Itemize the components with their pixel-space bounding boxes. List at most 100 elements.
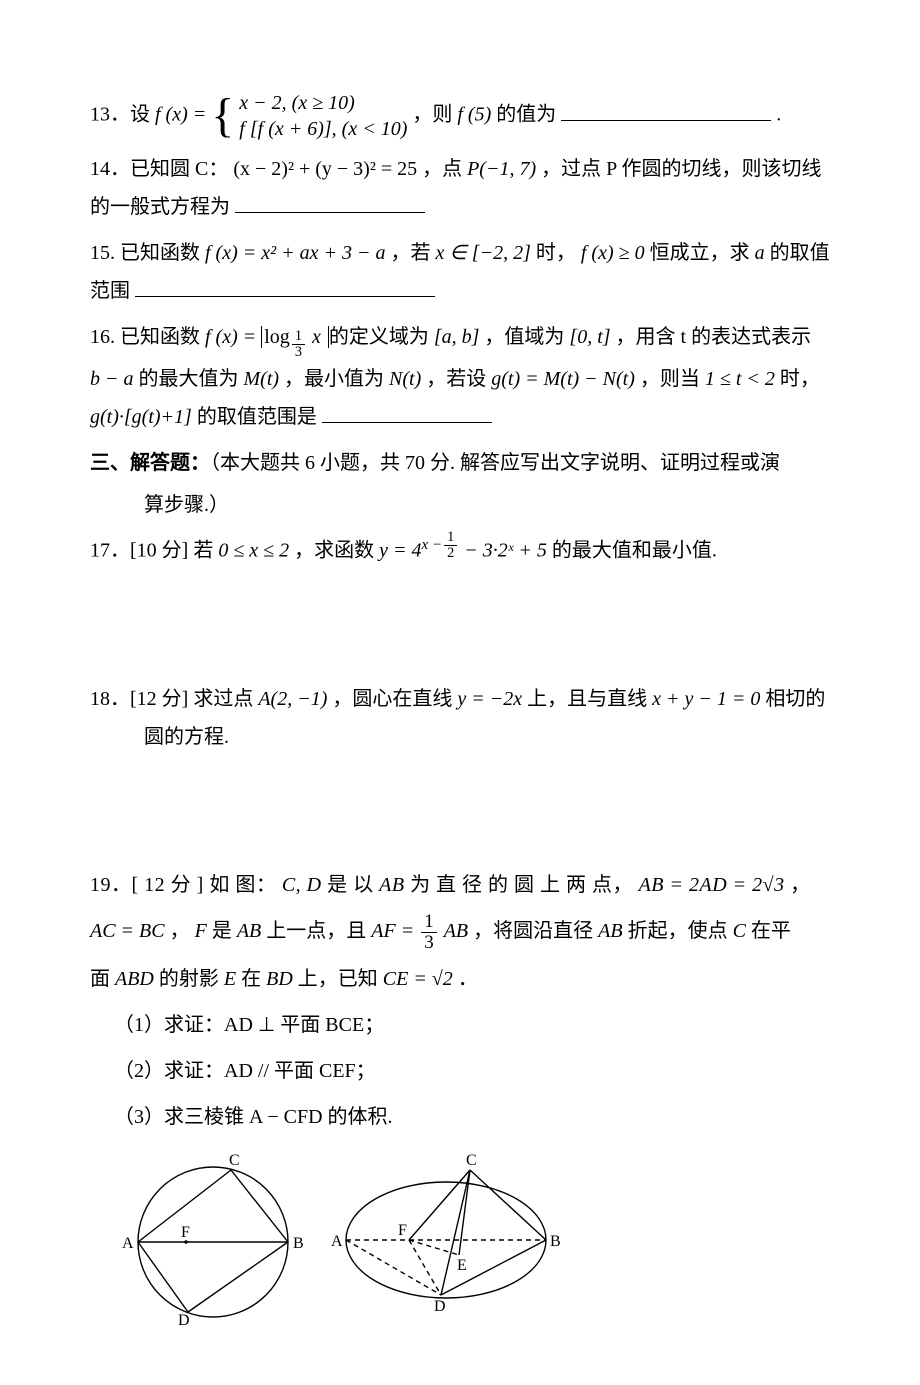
p15-fx: f (x) = x² + ax + 3 − a — [205, 242, 386, 264]
p17-rest: − 3·2ˣ + 5 — [464, 540, 547, 562]
p17-exp-bot: 2 — [444, 546, 457, 561]
p16-Mt: M(t) — [244, 368, 280, 390]
p18-A: A(2, −1) — [258, 688, 327, 710]
p16-dom: [a, b] — [434, 326, 480, 348]
circle-diagram-left: C A B F D — [116, 1150, 311, 1325]
p19-E: E — [224, 968, 236, 990]
p19-q3: （3）求三棱锥 A − CFD 的体积. — [90, 1098, 830, 1136]
p19-BD: BD — [266, 968, 293, 990]
p17-mid: ，求函数 — [294, 540, 379, 562]
p17-exp-top: 1 — [444, 530, 457, 546]
p14-eq: (x − 2)² + (y − 3)² = 25 — [233, 158, 417, 180]
p16-l1b: 的定义域为 — [329, 326, 434, 348]
p19-l2b: ， — [170, 920, 190, 942]
p19-q1: （1）求证：AD ⊥ 平面 BCE； — [90, 1006, 830, 1044]
p19-l2d: 上一点，且 — [266, 920, 371, 942]
p16-l3b: 的取值范围是 — [197, 406, 317, 428]
p17-y: y = 4 — [379, 540, 421, 562]
p19-AFeq: AF = — [371, 920, 419, 942]
p18-mid2: 上，且与直线 — [527, 688, 652, 710]
p16-l1d: ，用含 t 的表达式表示 — [616, 326, 812, 348]
p16-lognum: 1 — [292, 329, 305, 345]
p15-cond: f (x) ≥ 0 — [581, 242, 645, 264]
label-D2: D — [434, 1298, 446, 1315]
p19-CE: CE = √2 — [383, 968, 453, 990]
problem-17: 17．[10 分] 若 0 ≤ x ≤ 2 ，求函数 y = 4x −12 − … — [90, 530, 830, 570]
p16-logden: 3 — [292, 345, 305, 360]
problem-16: 16. 已知函数 f (x) = log13 x 的定义域为 [a, b] ，值… — [90, 318, 830, 436]
p16-logarg: x — [312, 326, 321, 348]
p16-l2f: 时， — [780, 368, 820, 390]
p19-l2e: ，将圆沿直径 — [473, 920, 598, 942]
p13-fx: f (x) = — [155, 104, 211, 126]
abs-icon: log13 x — [261, 326, 329, 348]
p19-AB: AB — [379, 874, 404, 896]
p13-case2: f [f (x + 6)], (x < 10) — [239, 116, 407, 142]
label-C: C — [229, 1152, 240, 1169]
p16-trng: 1 ≤ t < 2 — [705, 368, 775, 390]
label-F: F — [181, 1224, 190, 1241]
answer-blank — [135, 275, 435, 297]
label-B2: B — [550, 1233, 561, 1250]
p18-mid3: 相切的 — [765, 688, 825, 710]
p19-C: C — [733, 920, 746, 942]
p18-line2: 圆的方程. — [90, 718, 830, 756]
p16-ran: [0, t] — [569, 326, 610, 348]
p15-l1e: 的取值 — [770, 242, 830, 264]
p18-tan: x + y − 1 = 0 — [652, 688, 760, 710]
p15-l1b: ，若 — [391, 242, 436, 264]
problem-13: 13．设 f (x) = { x − 2, (x ≥ 10) f [f (x +… — [90, 90, 830, 142]
p15-l1a: 15. 已知函数 — [90, 242, 205, 264]
p16-l1a: 16. 已知函数 — [90, 326, 205, 348]
p19-l2g: 在平 — [751, 920, 791, 942]
p16-l1c: ，值域为 — [484, 326, 569, 348]
p19-l3d: 上，已知 — [298, 968, 383, 990]
p16-l2d: ，若设 — [426, 368, 491, 390]
p19-fd: 3 — [421, 933, 437, 953]
p19-AB3: AB — [444, 920, 468, 942]
problem-19: 19．[ 12 分 ] 如 图： C, D 是 以 AB 为 直 径 的 圆 上… — [90, 866, 830, 904]
p19-l2c: 是 — [212, 920, 237, 942]
p19-F: F — [195, 920, 207, 942]
p13-after2: 的值为 — [496, 104, 556, 126]
problem-19-line2: AC = BC ， F 是 AB 上一点，且 AF = 13 AB ，将圆沿直径… — [90, 912, 830, 953]
p13-case1: x − 2, (x ≥ 10) — [239, 90, 407, 116]
label-A2: A — [331, 1233, 343, 1250]
section-3-header: 三、解答题：（本大题共 6 小题，共 70 分. 解答应写出文字说明、证明过程或… — [90, 444, 830, 482]
ellipse-diagram-right: C A B F E D — [331, 1150, 561, 1325]
p14-l1b: ，点 — [422, 158, 467, 180]
diagram-row: C A B F D C A B F E D — [116, 1150, 830, 1325]
p13-tail: . — [776, 104, 781, 126]
p19-t2: 为 直 径 的 圆 上 两 点， — [410, 874, 633, 896]
p15-l2: 范围 — [90, 280, 130, 302]
p18-lead: 18．[12 分] 求过点 — [90, 688, 258, 710]
p17-exp-pre: x − — [422, 537, 443, 553]
label-B: B — [293, 1235, 304, 1252]
problem-15: 15. 已知函数 f (x) = x² + ax + 3 − a ，若 x ∈ … — [90, 234, 830, 310]
p19-l2a: AC = BC — [90, 920, 165, 942]
sec3-line2: 算步骤.） — [90, 486, 830, 524]
p19-l2f: 折起，使点 — [628, 920, 733, 942]
p19-t1: 是 以 — [327, 874, 379, 896]
sec3-title: 三、解答题： — [90, 452, 210, 474]
p14-point: P(−1, 7) — [467, 158, 536, 180]
p16-l2e: ，则当 — [640, 368, 705, 390]
p19-fn: 1 — [421, 912, 437, 933]
p16-gt: g(t) = M(t) − N(t) — [491, 368, 635, 390]
p19-AB2: AB — [237, 920, 261, 942]
p17-xc: 0 ≤ x ≤ 2 — [218, 540, 289, 562]
answer-blank — [561, 99, 771, 121]
problem-14: 14．已知圆 C： (x − 2)² + (y − 3)² = 25 ，点 P(… — [90, 150, 830, 226]
p14-l1c: ，过点 P 作圆的切线，则该切线 — [541, 158, 821, 180]
p19-l3b: 的射影 — [159, 968, 224, 990]
p17-lead: 17．[10 分] 若 — [90, 540, 218, 562]
p13-lead: 13．设 — [90, 104, 155, 126]
p16-Nt: N(t) — [389, 368, 421, 390]
p19-AB4: AB — [598, 920, 622, 942]
p15-a: a — [755, 242, 765, 264]
p17-tail: 的最大值和最小值. — [552, 540, 717, 562]
p18-mid1: ，圆心在直线 — [332, 688, 457, 710]
label-E2: E — [457, 1257, 467, 1274]
p16-fxeq: f (x) = — [205, 326, 261, 348]
problem-18: 18．[12 分] 求过点 A(2, −1) ，圆心在直线 y = −2x 上，… — [90, 680, 830, 756]
